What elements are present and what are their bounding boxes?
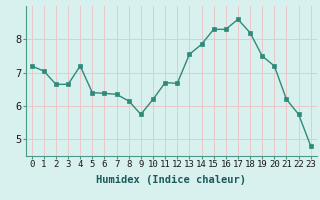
X-axis label: Humidex (Indice chaleur): Humidex (Indice chaleur) xyxy=(96,175,246,185)
